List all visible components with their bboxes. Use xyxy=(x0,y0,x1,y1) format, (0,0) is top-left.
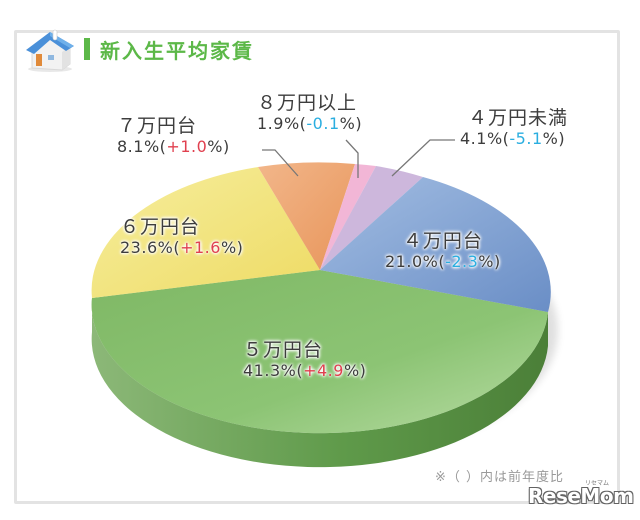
leader-line-7man xyxy=(262,149,299,177)
label-under4man: ４万円未満 4.1%(-5.1%) xyxy=(460,107,569,148)
slice-under4man xyxy=(320,166,423,270)
footnote: ※（ ）内は前年度比 xyxy=(435,470,565,485)
change-6man: +1.6 xyxy=(180,237,221,257)
watermark-logo: ReseMom xyxy=(528,484,634,508)
label-over8man: ８万円以上 1.9%(-0.1%) xyxy=(257,92,363,133)
change-5man: +4.9 xyxy=(303,360,344,380)
change-under4man: -5.1 xyxy=(509,128,543,148)
leader-line-over8man xyxy=(345,139,359,178)
title-accent-bar xyxy=(84,38,90,60)
label-4man: ４万円台 21.0%(-2.3%) xyxy=(385,230,501,271)
pie-side-5man xyxy=(91,298,548,468)
label-6man: ６万円台 23.6%(+1.6%) xyxy=(120,216,244,257)
house-icon xyxy=(22,24,78,74)
change-over8man: -0.1 xyxy=(306,113,340,133)
change-7man: +1.0 xyxy=(166,136,208,156)
label-7man: ７万円台 8.1%(+1.0%) xyxy=(117,115,230,156)
chart-title: 新入生平均家賃 xyxy=(100,38,254,63)
leader-line-under4man xyxy=(391,139,455,177)
slice-6man xyxy=(91,167,320,298)
label-5man: ５万円台 41.3%(+4.9%) xyxy=(243,339,367,380)
slice-4man xyxy=(320,177,551,312)
slice-over8man xyxy=(320,164,376,270)
change-4man: -2.3 xyxy=(445,251,479,271)
chart-header: 新入生平均家賃 xyxy=(22,24,254,74)
slice-7man xyxy=(258,162,355,270)
watermark-ruby: リセマム xyxy=(585,480,610,487)
slice-5man xyxy=(91,270,548,434)
